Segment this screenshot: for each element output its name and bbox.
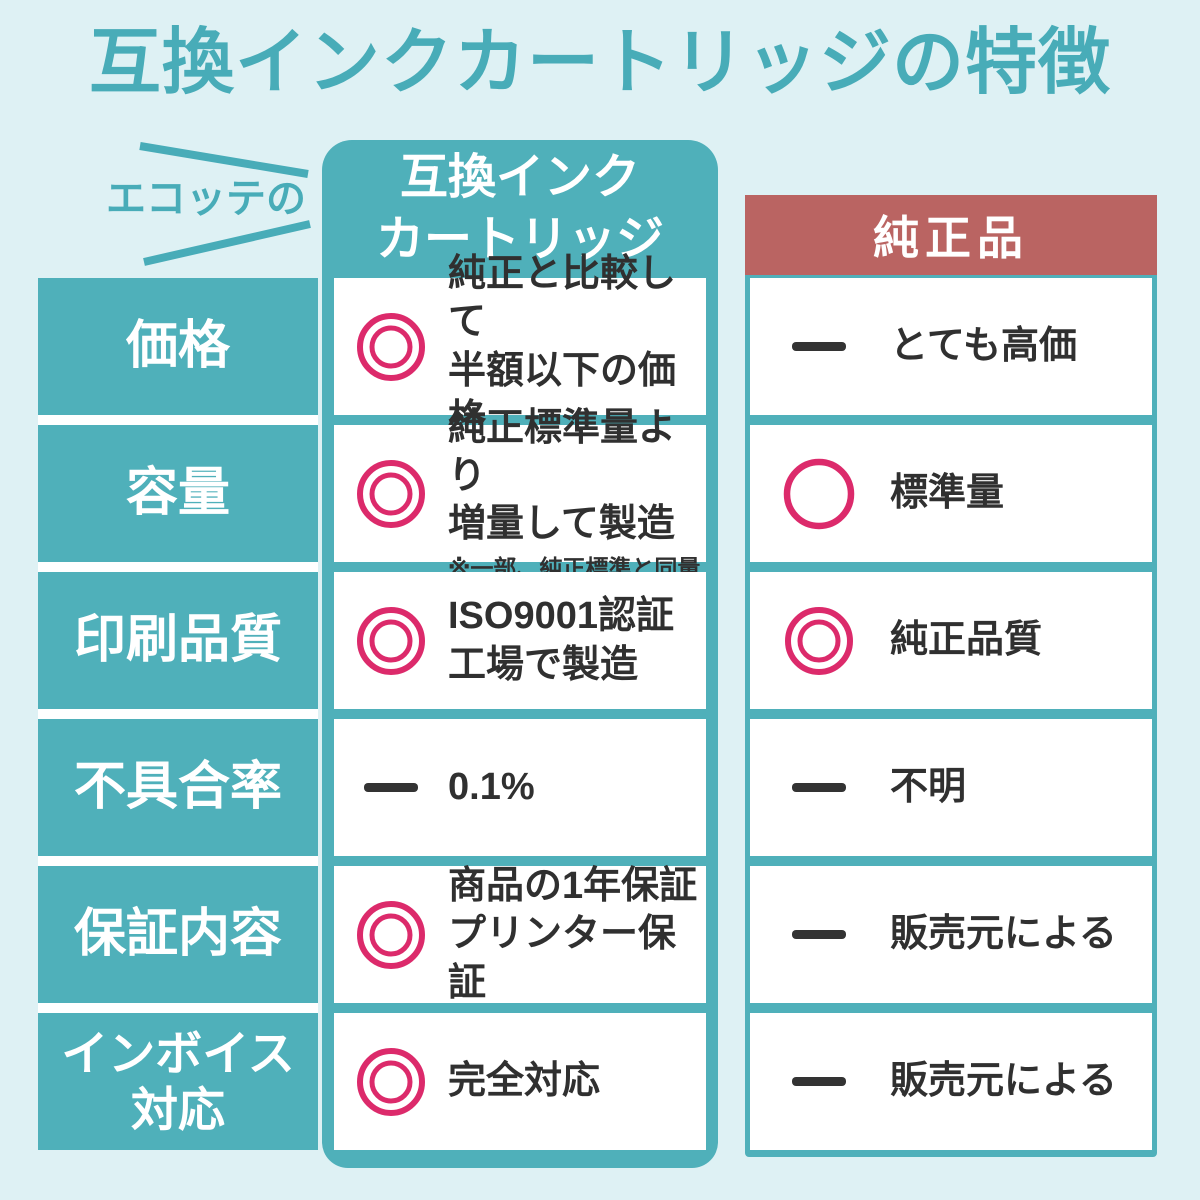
bottom-emphasis-line	[143, 220, 311, 266]
cell-genuine-warranty: 販売元による	[750, 866, 1152, 1003]
row-header-warranty: 保証内容	[38, 866, 318, 1003]
cell-compatible-price: 純正と比較して 半額以下の価格	[334, 253, 706, 440]
cell-genuine-invoice: 販売元による	[750, 1013, 1152, 1150]
dash-icon	[352, 783, 430, 792]
dash-icon	[780, 930, 858, 939]
genuine-column: 純正品 とても高価 標準量 純正品質 不明	[745, 195, 1157, 1157]
cell-genuine-price: とても高価	[750, 278, 1152, 415]
cell-text: 標準量	[890, 472, 1005, 515]
genuine-cells: とても高価 標準量 純正品質 不明 販売元による	[745, 275, 1157, 1157]
row-header-print-quality: 印刷品質	[38, 572, 318, 709]
cell-text: 商品の1年保証 プリンター保証	[448, 865, 698, 1004]
double-circle-icon	[352, 458, 430, 530]
single-circle-icon	[780, 458, 858, 530]
cell-text: 不明	[890, 766, 967, 809]
row-header-column: 価格 容量 印刷品質 不具合率 保証内容 インボイス 対応	[38, 278, 318, 1150]
double-circle-icon	[352, 1046, 430, 1118]
cell-text: 販売元による	[890, 1060, 1117, 1103]
cell-text: 完全対応	[448, 1060, 601, 1103]
row-header-defect-rate: 不具合率	[38, 719, 318, 856]
cell-text: 0.1%	[448, 766, 535, 809]
cell-text: 純正品質	[890, 619, 1043, 662]
emphasis-lines	[139, 142, 311, 266]
cell-compatible-warranty: 商品の1年保証 プリンター保証	[334, 865, 706, 1004]
cell-text: とても高価	[890, 325, 1077, 368]
double-circle-icon	[352, 311, 430, 383]
double-circle-icon	[780, 605, 858, 677]
dash-icon	[780, 783, 858, 792]
column-header-genuine: 純正品	[745, 195, 1157, 275]
compatible-cells: 純正と比較して 半額以下の価格 純正標準量より 増量して製造 ※一部、純正標準と…	[322, 253, 718, 1168]
cell-genuine-print-quality: 純正品質	[750, 572, 1152, 709]
compatible-column: 互換インク カートリッジ 純正と比較して 半額以下の価格 純正標準量より 増量し…	[322, 140, 718, 1168]
page-title: 互換インクカートリッジの特徴	[88, 23, 1111, 103]
row-header-invoice: インボイス 対応	[38, 1013, 318, 1150]
cell-compatible-print-quality: ISO9001認証 工場で製造	[334, 572, 706, 709]
cell-text: ISO9001認証 工場で製造	[448, 595, 674, 686]
cell-compatible-capacity: 純正標準量より 増量して製造 ※一部、純正標準と同量	[334, 407, 706, 581]
column-header-compatible: 互換インク カートリッジ	[375, 150, 664, 266]
double-circle-icon	[352, 899, 430, 971]
cell-text: 販売元による	[890, 913, 1117, 956]
callout-label: エコッテの	[106, 177, 306, 221]
cell-compatible-defect-rate: 0.1%	[334, 719, 706, 856]
cell-compatible-invoice: 完全対応	[334, 1013, 706, 1150]
dash-icon	[780, 342, 858, 351]
cell-genuine-capacity: 標準量	[750, 425, 1152, 562]
cell-main-text: 純正標準量より 増量して製造	[448, 406, 677, 546]
dash-icon	[780, 1077, 858, 1086]
top-emphasis-line	[139, 142, 309, 178]
row-header-capacity: 容量	[38, 425, 318, 562]
cell-genuine-defect-rate: 不明	[750, 719, 1152, 856]
double-circle-icon	[352, 605, 430, 677]
row-header-price: 価格	[38, 278, 318, 415]
